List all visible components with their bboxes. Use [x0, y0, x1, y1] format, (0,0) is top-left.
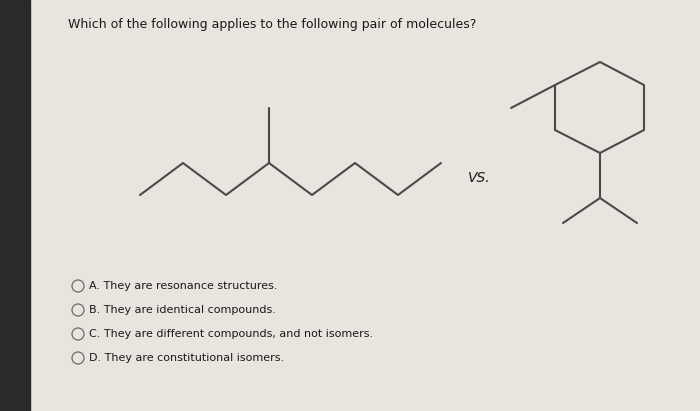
- Text: A. They are resonance structures.: A. They are resonance structures.: [89, 281, 277, 291]
- Bar: [0, 0, 30, 411]
- Text: C. They are different compounds, and not isomers.: C. They are different compounds, and not…: [89, 329, 373, 339]
- Text: B. They are identical compounds.: B. They are identical compounds.: [89, 305, 276, 315]
- Text: Which of the following applies to the following pair of molecules?: Which of the following applies to the fo…: [68, 18, 477, 31]
- Text: VS.: VS.: [468, 171, 491, 185]
- Text: D. They are constitutional isomers.: D. They are constitutional isomers.: [89, 353, 284, 363]
